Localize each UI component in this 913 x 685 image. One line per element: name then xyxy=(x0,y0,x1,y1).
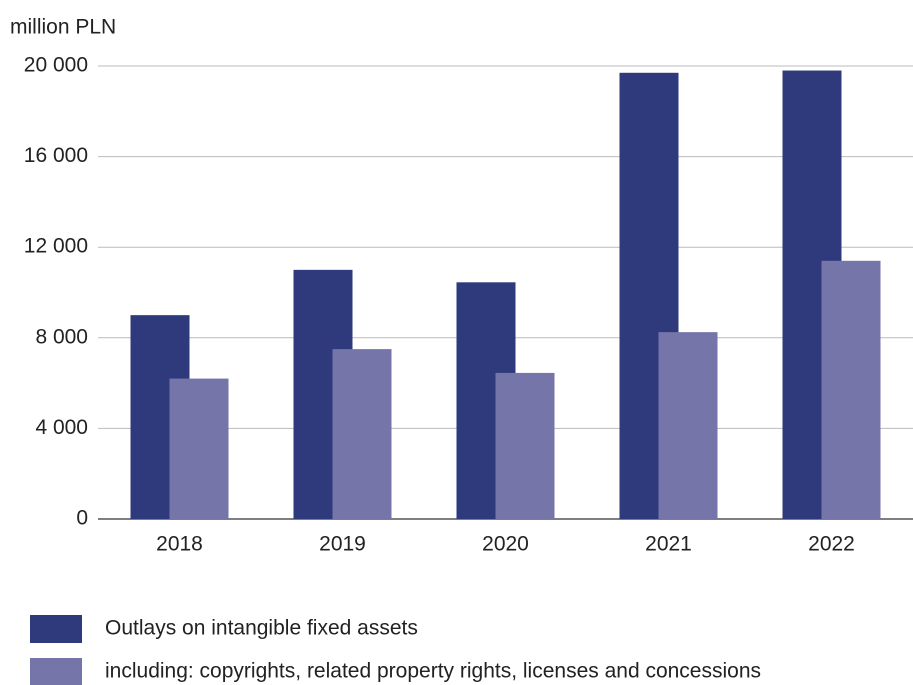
y-axis-label: million PLN xyxy=(10,16,116,39)
y-tick-label: 4 000 xyxy=(35,416,88,439)
legend-label: including: copyrights, related property … xyxy=(105,660,761,683)
x-tick-label: 2018 xyxy=(156,533,203,556)
y-tick-label: 8 000 xyxy=(35,325,88,348)
bar xyxy=(495,372,555,519)
bar xyxy=(658,332,718,519)
legend-swatch xyxy=(30,658,82,685)
x-tick-label: 2022 xyxy=(808,533,855,556)
x-tick-label: 2021 xyxy=(645,533,692,556)
y-tick-label: 12 000 xyxy=(24,235,88,258)
y-tick-label: 20 000 xyxy=(24,54,88,77)
legend-label: Outlays on intangible fixed assets xyxy=(105,617,418,640)
bar xyxy=(332,349,392,519)
bar xyxy=(821,260,881,519)
x-tick-label: 2020 xyxy=(482,533,529,556)
y-tick-label: 0 xyxy=(76,507,88,530)
bar xyxy=(169,378,229,519)
legend-swatch xyxy=(30,615,82,643)
y-tick-label: 16 000 xyxy=(24,144,88,167)
x-tick-label: 2019 xyxy=(319,533,366,556)
